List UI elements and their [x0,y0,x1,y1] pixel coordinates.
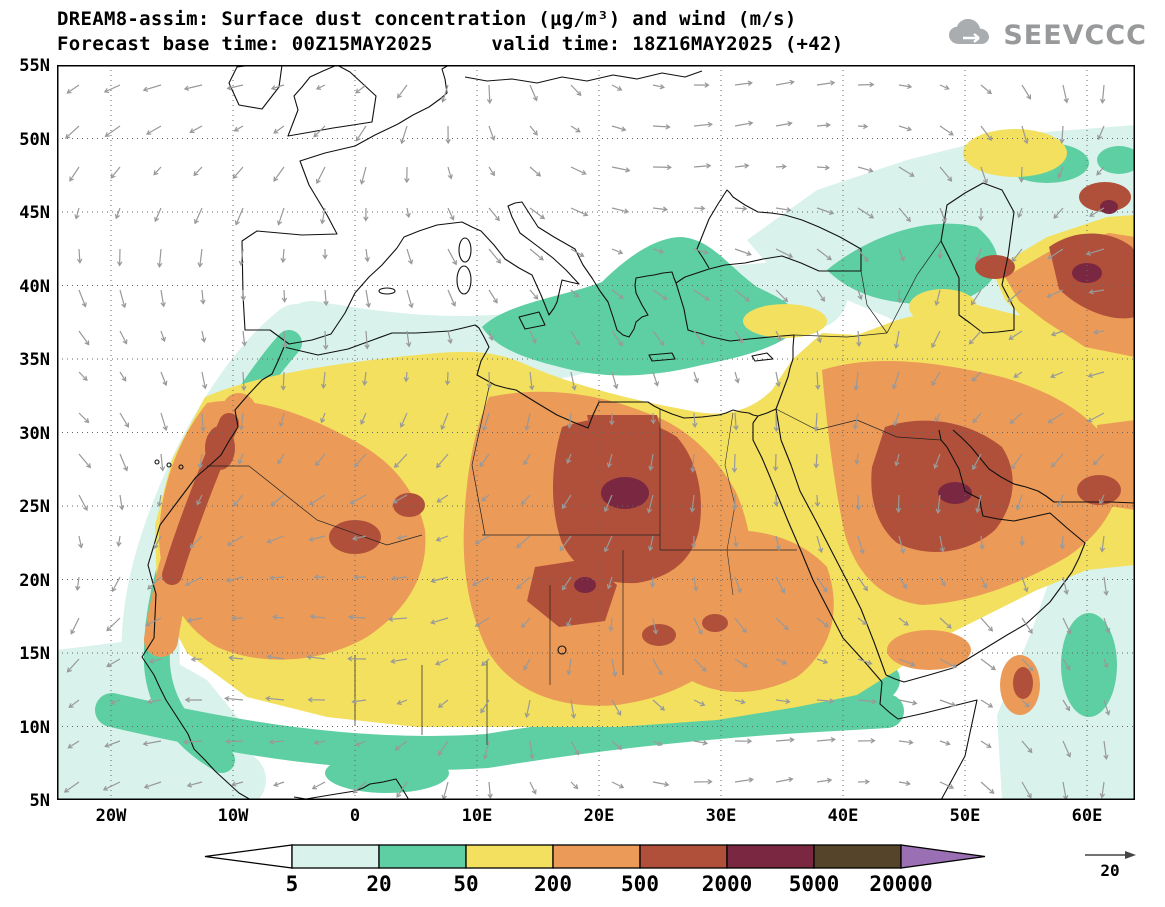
lat-tick-label: 5N [29,791,50,811]
colorbar-segment [552,844,641,869]
colorbar-segment [813,844,902,869]
wind-arrows [63,79,1111,800]
lat-tick-label: 25N [19,497,50,517]
colorbar-tick-label: 20 [366,872,392,896]
colorbar-segment [378,844,467,869]
colorbar-tick-label: 2000 [701,872,753,896]
colorbar-segment [726,844,815,869]
colorbar-tick-label: 50 [453,872,479,896]
seevccc-logo: SEEVCCC [945,18,1147,52]
lat-tick-label: 45N [19,203,50,223]
colorbar-tick-label: 5000 [788,872,840,896]
colorbar-segment [291,844,380,869]
colorbar-over-arrow [900,844,986,869]
colorbar-tick-label: 200 [534,872,572,896]
country-borders [207,240,942,745]
lat-tick-label: 50N [19,130,50,150]
colorbar-tick-label: 5 [285,872,299,896]
lat-tick-label: 55N [19,56,50,76]
forecast-map [57,65,1135,800]
colorbar-segment [639,844,728,869]
lat-tick-label: 20N [19,571,50,591]
lat-tick-label: 10N [19,718,50,738]
lon-tick-label: 0 [349,806,361,826]
lon-tick-label: 10E [461,806,493,826]
chart-title: DREAM8-assim: Surface dust concentration… [57,8,797,30]
lat-tick-label: 35N [19,350,50,370]
lat-tick-label: 30N [19,424,50,444]
colorbar-tick-label: 20000 [869,872,933,896]
lon-tick-label: 30E [705,806,737,826]
colorbar-under-arrow [204,844,293,869]
lon-tick-label: 60E [1071,806,1103,826]
wind-reference-arrow [1085,851,1136,859]
map-frame [57,65,1135,800]
lat-tick-label: 15N [19,644,50,664]
colorbar [204,844,1136,869]
logo-text: SEEVCCC [1003,19,1147,51]
cloud-icon [949,19,990,44]
chart-subtitle: Forecast base time: 00Z15MAY2025 valid t… [57,33,844,55]
lon-tick-label: 20W [95,806,127,826]
lon-tick-label: 40E [827,806,859,826]
lon-tick-label: 10W [217,806,249,826]
lon-tick-label: 50E [949,806,981,826]
lon-tick-label: 20E [583,806,615,826]
colorbar-segment [465,844,554,869]
wind-reference-value: 20 [1100,861,1120,880]
coastlines [141,65,1135,800]
colorbar-tick-label: 500 [621,872,659,896]
lat-tick-label: 40N [19,277,50,297]
